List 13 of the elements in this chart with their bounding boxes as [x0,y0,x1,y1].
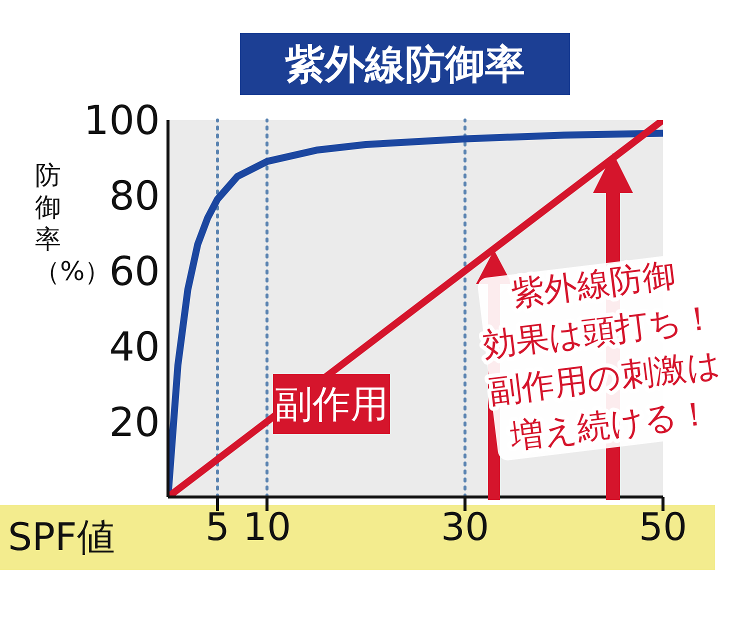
series-label: 副作用 [273,374,390,434]
x-tick-label: 50 [638,504,688,549]
y-tick-label: 40 [109,324,160,370]
x-axis-title: SPF値 [8,514,115,561]
y-tick-label: 20 [109,400,160,446]
y-tick-label: 100 [84,98,160,144]
x-tick-label: 5 [205,504,230,549]
x-tick-label: 10 [242,504,292,549]
y-tick-label: 80 [109,174,160,220]
y-axis-title: 防御率（%） [34,160,111,288]
chart-title: 紫外線防御率 [240,33,570,95]
x-tick-label: 30 [440,504,490,549]
y-tick-label: 60 [109,249,160,295]
